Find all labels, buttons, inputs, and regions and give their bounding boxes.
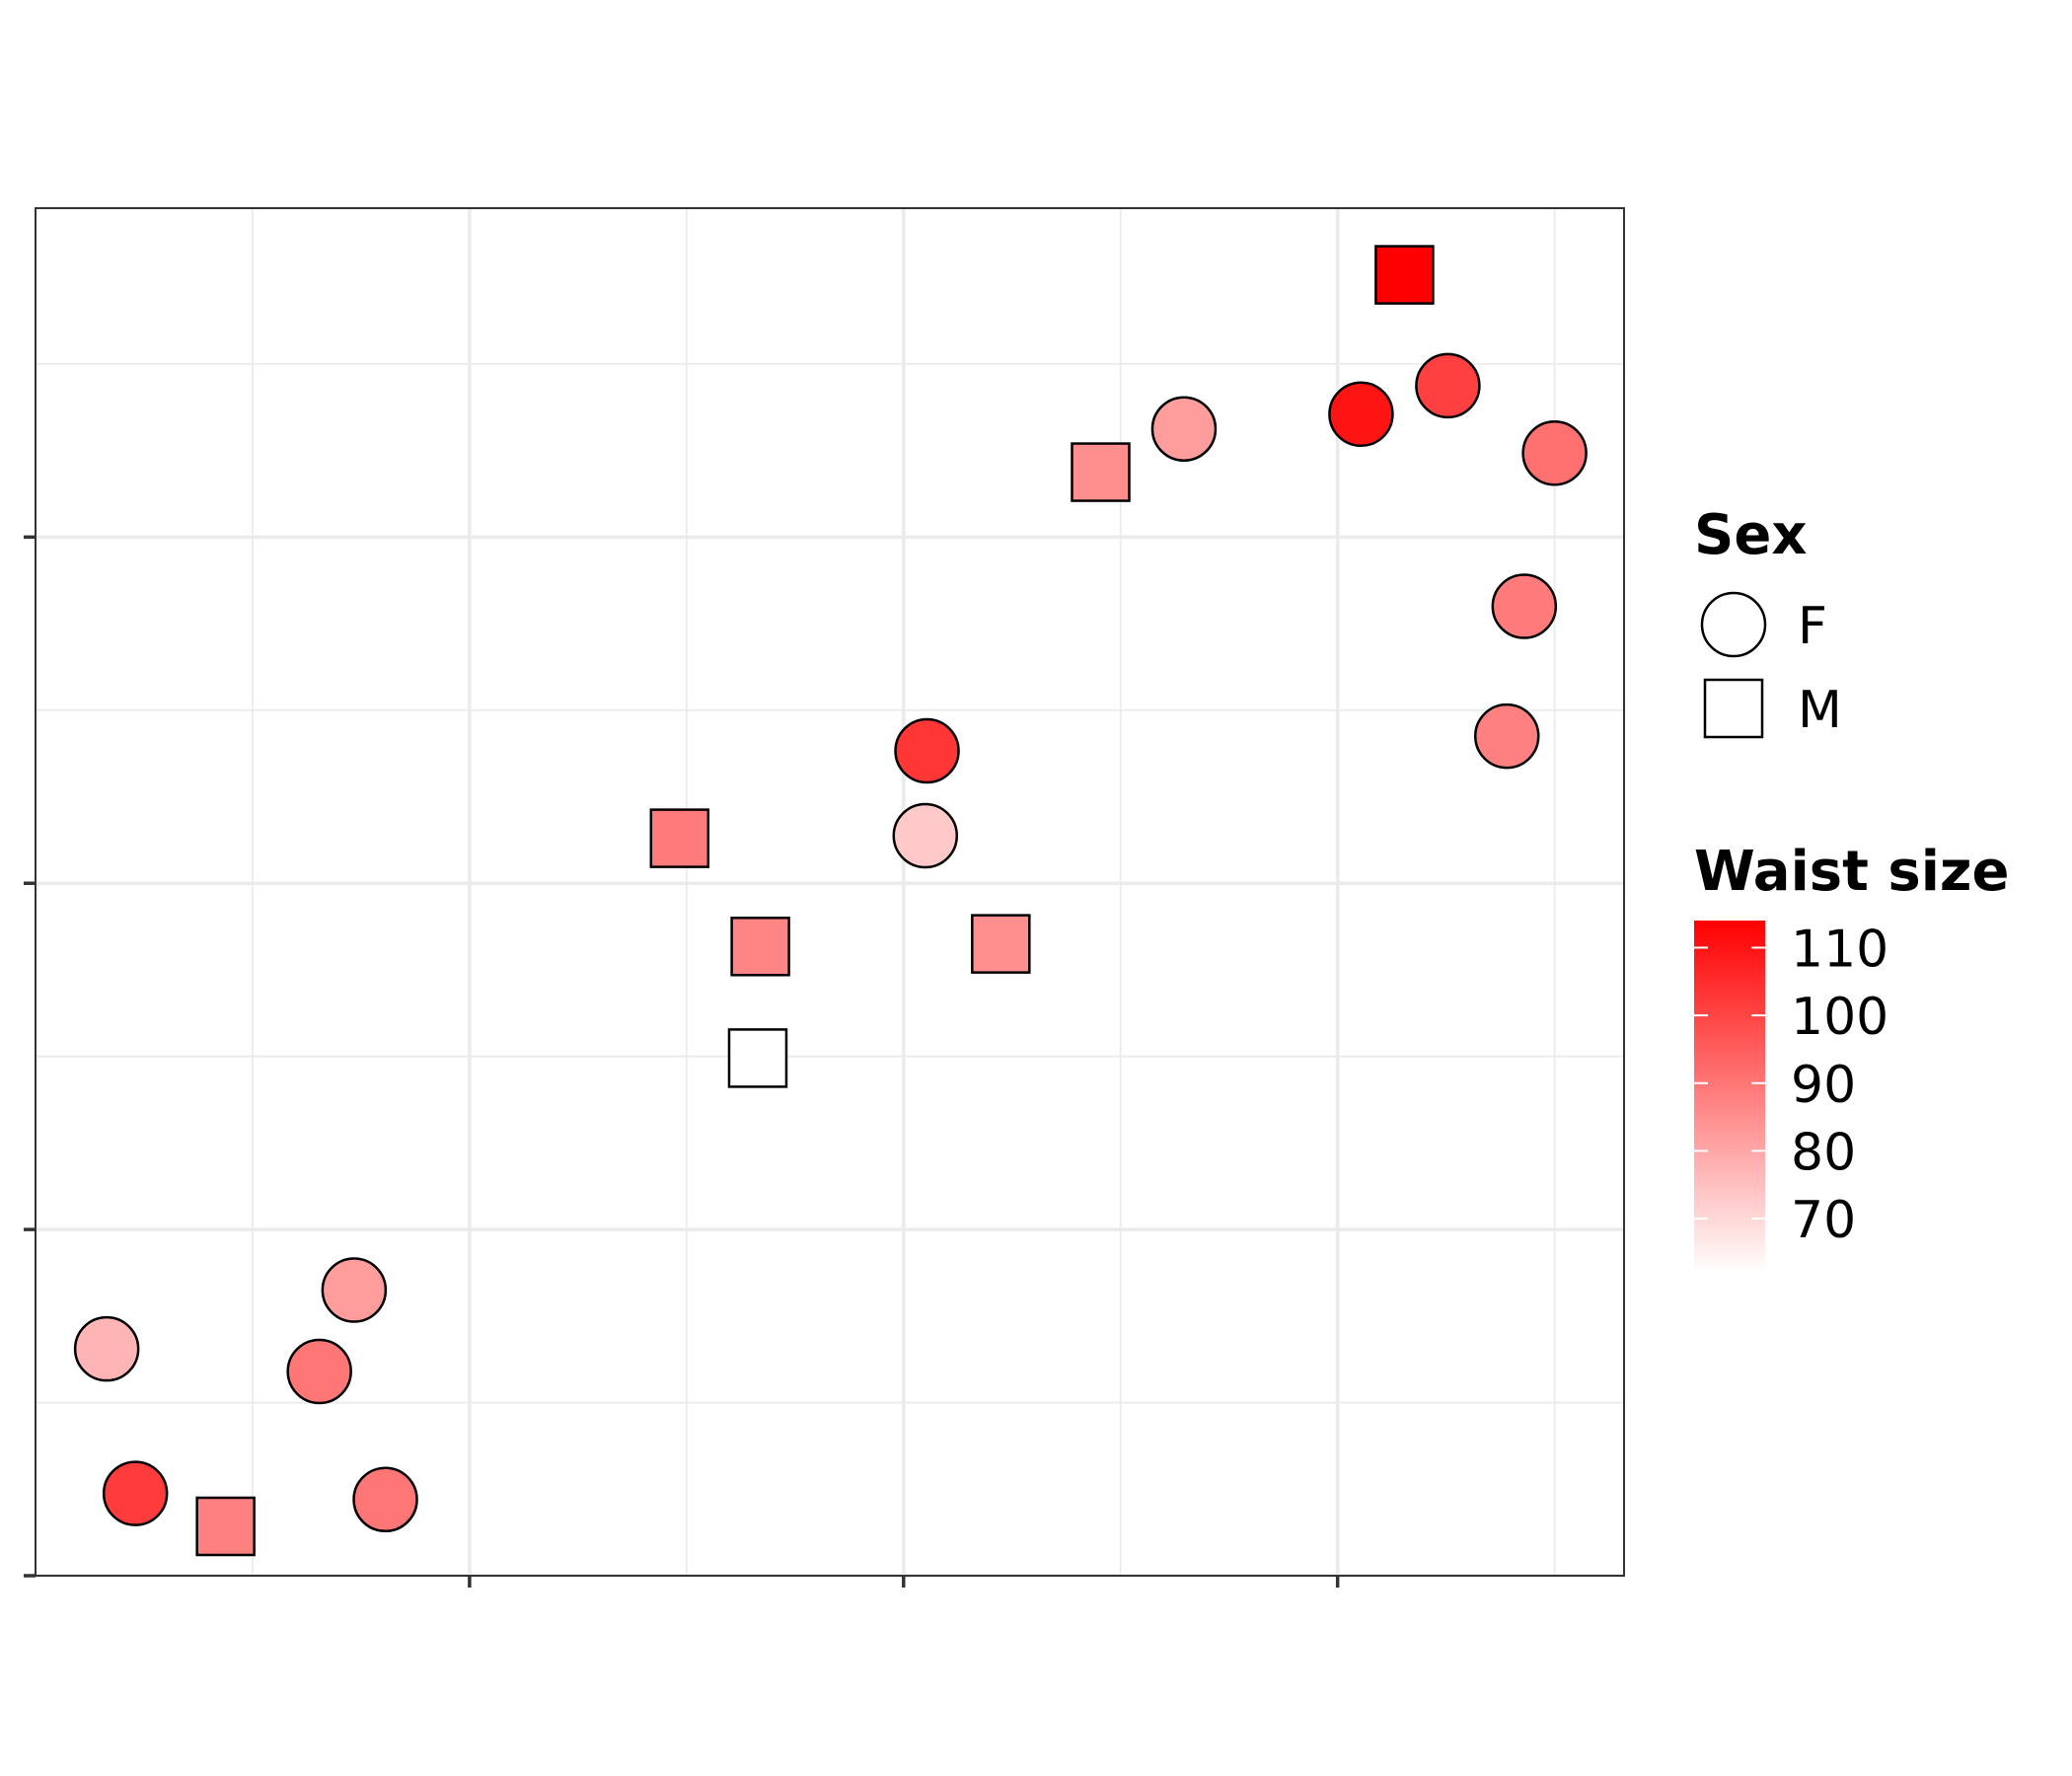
point-circle	[352, 1466, 418, 1533]
color-bar-label: 80	[1791, 1123, 1856, 1182]
point-circle	[73, 1315, 140, 1382]
point-circle	[1328, 381, 1394, 448]
legend-label-f: F	[1798, 597, 1827, 656]
point-circle	[1415, 352, 1481, 419]
color-bar	[1694, 921, 1765, 1273]
data-points	[73, 245, 1588, 1557]
color-bar-label: 100	[1791, 988, 1888, 1047]
color-bar-label: 90	[1791, 1056, 1856, 1115]
point-circle	[1473, 703, 1540, 770]
point-circle	[1491, 573, 1558, 639]
color-legend: Waist size 110 100 90 80 70	[1694, 840, 2009, 1273]
color-bar-label: 70	[1791, 1191, 1856, 1250]
point-square	[727, 1028, 788, 1088]
point-square	[649, 808, 710, 868]
color-legend-title: Waist size	[1694, 840, 2009, 904]
point-circle	[321, 1257, 388, 1323]
panel-border	[35, 207, 1625, 1577]
color-bar-label: 110	[1791, 920, 1888, 979]
point-square	[730, 917, 790, 977]
point-square	[1071, 442, 1131, 502]
point-square	[1374, 245, 1435, 305]
point-circle	[1521, 420, 1588, 486]
shape-legend-title: Sex	[1694, 503, 1807, 567]
color-bar-ticks	[1694, 946, 1765, 1221]
point-circle	[286, 1338, 352, 1405]
axis-ticks	[24, 535, 1340, 1588]
point-circle	[1150, 396, 1218, 462]
legend-label-m: M	[1798, 681, 1842, 740]
point-circle	[102, 1460, 169, 1526]
point-square	[195, 1496, 256, 1557]
point-circle	[894, 717, 960, 784]
color-bar-labels: 110 100 90 80 70	[1791, 920, 1888, 1250]
legend-circle-icon	[1700, 591, 1767, 658]
point-circle	[892, 802, 959, 869]
shape-legend: Sex F M	[1694, 503, 1842, 740]
legend-square-icon	[1703, 678, 1764, 739]
point-square	[971, 914, 1031, 974]
